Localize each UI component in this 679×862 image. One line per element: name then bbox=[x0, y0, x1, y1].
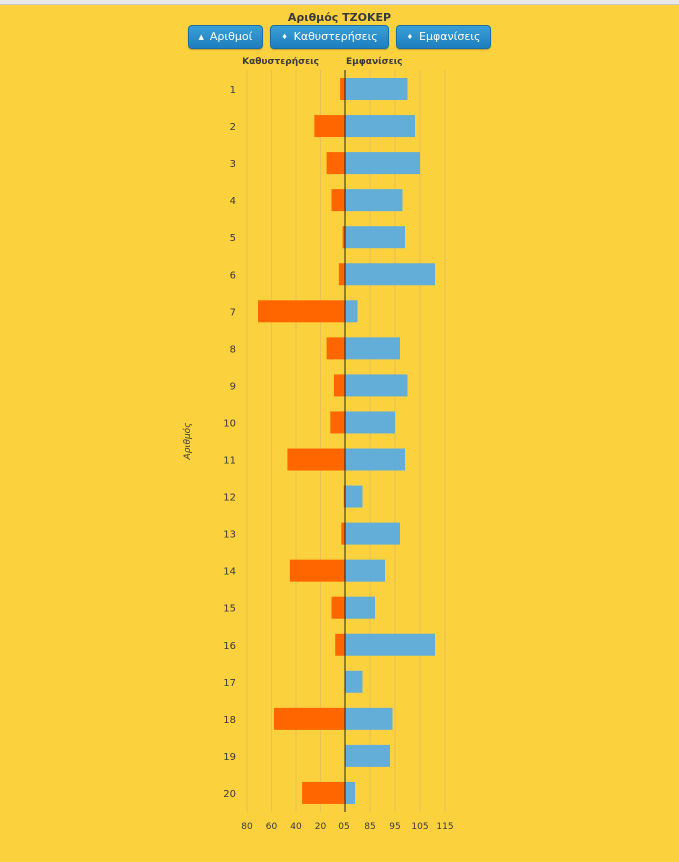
appearance-bar bbox=[345, 744, 390, 767]
category-label: 1 bbox=[230, 85, 236, 96]
sort-numbers-label: Αριθμοί bbox=[209, 30, 253, 43]
delay-bar bbox=[314, 115, 345, 138]
appearance-bar bbox=[345, 189, 403, 212]
category-label: 5 bbox=[230, 233, 236, 244]
chart-title: Αριθμός ΤΖΟΚΕΡ bbox=[287, 11, 392, 24]
sort-delays-button[interactable]: ♦ Καθυστερήσεις bbox=[270, 25, 389, 49]
delay-bar bbox=[342, 226, 345, 249]
sort-delays-label: Καθυστερήσεις bbox=[293, 30, 378, 43]
sort-both-icon: ♦ bbox=[406, 33, 414, 41]
appearance-bar bbox=[345, 115, 415, 138]
category-label: 13 bbox=[223, 530, 236, 541]
delay-bar bbox=[330, 411, 345, 434]
sort-appearances-button[interactable]: ♦ Εμφανίσεις bbox=[395, 25, 492, 49]
appearance-bar bbox=[345, 78, 408, 100]
appearance-bar bbox=[345, 781, 355, 804]
left-tick-label: 40 bbox=[290, 822, 302, 832]
category-label: 19 bbox=[223, 752, 236, 763]
sort-appearances-label: Εμφανίσεις bbox=[419, 30, 481, 43]
delay-bar bbox=[341, 522, 345, 545]
appearance-bar bbox=[345, 226, 405, 249]
sort-asc-icon: ▲ bbox=[198, 33, 204, 41]
appearance-bar bbox=[345, 263, 435, 286]
delay-bar bbox=[302, 781, 345, 804]
category-label: 8 bbox=[230, 344, 236, 355]
category-label: 7 bbox=[230, 307, 236, 318]
category-label: 14 bbox=[223, 567, 236, 578]
category-label: 9 bbox=[230, 381, 236, 392]
appearances-axis-label: Εμφανίσεις bbox=[346, 56, 403, 67]
appearance-bar bbox=[345, 448, 405, 471]
appearance-bar bbox=[345, 707, 393, 730]
appearance-bar bbox=[345, 374, 408, 397]
right-tick-label: 115 bbox=[436, 822, 453, 832]
category-label: 3 bbox=[230, 159, 236, 170]
delay-bar bbox=[335, 633, 345, 656]
delay-bar bbox=[273, 707, 345, 730]
right-tick-label: 105 bbox=[411, 822, 428, 832]
right-tick-label: 5 bbox=[344, 822, 350, 832]
appearance-bar bbox=[345, 596, 375, 619]
left-tick-label: 60 bbox=[266, 822, 278, 832]
right-tick-label: 85 bbox=[364, 822, 375, 832]
delay-bar bbox=[289, 559, 345, 582]
delay-bar bbox=[333, 374, 345, 397]
appearance-bar bbox=[345, 633, 435, 656]
category-label: 6 bbox=[230, 270, 236, 281]
left-tick-label: 80 bbox=[241, 822, 253, 832]
category-label: 17 bbox=[223, 678, 236, 689]
delay-bar bbox=[287, 448, 345, 471]
category-label: 15 bbox=[223, 604, 236, 615]
sort-numbers-button[interactable]: ▲ Αριθμοί bbox=[187, 25, 264, 49]
right-tick-label: 95 bbox=[389, 822, 400, 832]
delays-axis-label: Καθυστερήσεις bbox=[242, 57, 319, 67]
sort-both-icon: ♦ bbox=[281, 33, 288, 41]
delay-bar bbox=[331, 189, 345, 212]
delay-bar bbox=[343, 485, 345, 508]
appearance-bar bbox=[345, 152, 420, 175]
category-label: 2 bbox=[230, 122, 236, 133]
delay-bar bbox=[258, 300, 345, 323]
delay-bar bbox=[340, 78, 345, 100]
category-label: 16 bbox=[223, 641, 236, 652]
appearance-bar bbox=[345, 522, 400, 545]
category-label: 12 bbox=[223, 493, 236, 504]
category-label: 18 bbox=[223, 715, 236, 726]
sort-button-row: ▲ Αριθμοί ♦ Καθυστερήσεις ♦ Εμφανίσεις bbox=[0, 25, 679, 49]
delay-bar bbox=[338, 263, 345, 286]
delay-bar bbox=[331, 596, 345, 619]
appearance-bar bbox=[345, 300, 358, 323]
appearance-bar bbox=[345, 337, 400, 360]
category-label: 20 bbox=[223, 789, 236, 800]
appearance-bar bbox=[345, 559, 385, 582]
window-top-border bbox=[0, 0, 679, 5]
delay-bar bbox=[326, 337, 345, 360]
appearance-bar bbox=[345, 670, 363, 693]
left-tick-label: 20 bbox=[315, 822, 327, 832]
category-label: 10 bbox=[223, 418, 236, 429]
left-tick-label: 0 bbox=[338, 822, 344, 832]
category-label: 11 bbox=[223, 456, 236, 467]
appearance-bar bbox=[345, 485, 363, 508]
y-axis-title: Αριθμός bbox=[182, 423, 193, 461]
appearance-bar bbox=[345, 411, 395, 434]
category-label: 4 bbox=[230, 196, 236, 207]
delay-bar bbox=[326, 152, 345, 175]
